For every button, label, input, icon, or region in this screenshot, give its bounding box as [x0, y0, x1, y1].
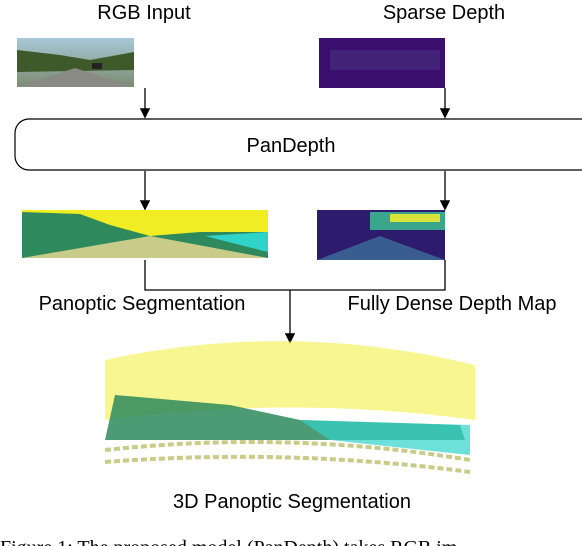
point-cloud	[104, 341, 475, 474]
depth-image	[317, 210, 445, 260]
segmentation-label: Panoptic Segmentation	[39, 293, 246, 315]
rgb-image	[17, 38, 134, 87]
rgb-label: RGB Input	[97, 2, 191, 24]
model-label: PanDepth	[247, 135, 336, 157]
sparse-label: Sparse Depth	[383, 2, 505, 24]
model-box	[14, 118, 582, 171]
caption: Figure 1: The proposed model (PanDepth) …	[0, 537, 458, 546]
sparse-image	[319, 38, 445, 88]
segmentation-image	[22, 210, 268, 258]
result-label: 3D Panoptic Segmentation	[173, 491, 411, 513]
depth-label: Fully Dense Depth Map	[348, 293, 557, 315]
connector	[144, 260, 446, 291]
